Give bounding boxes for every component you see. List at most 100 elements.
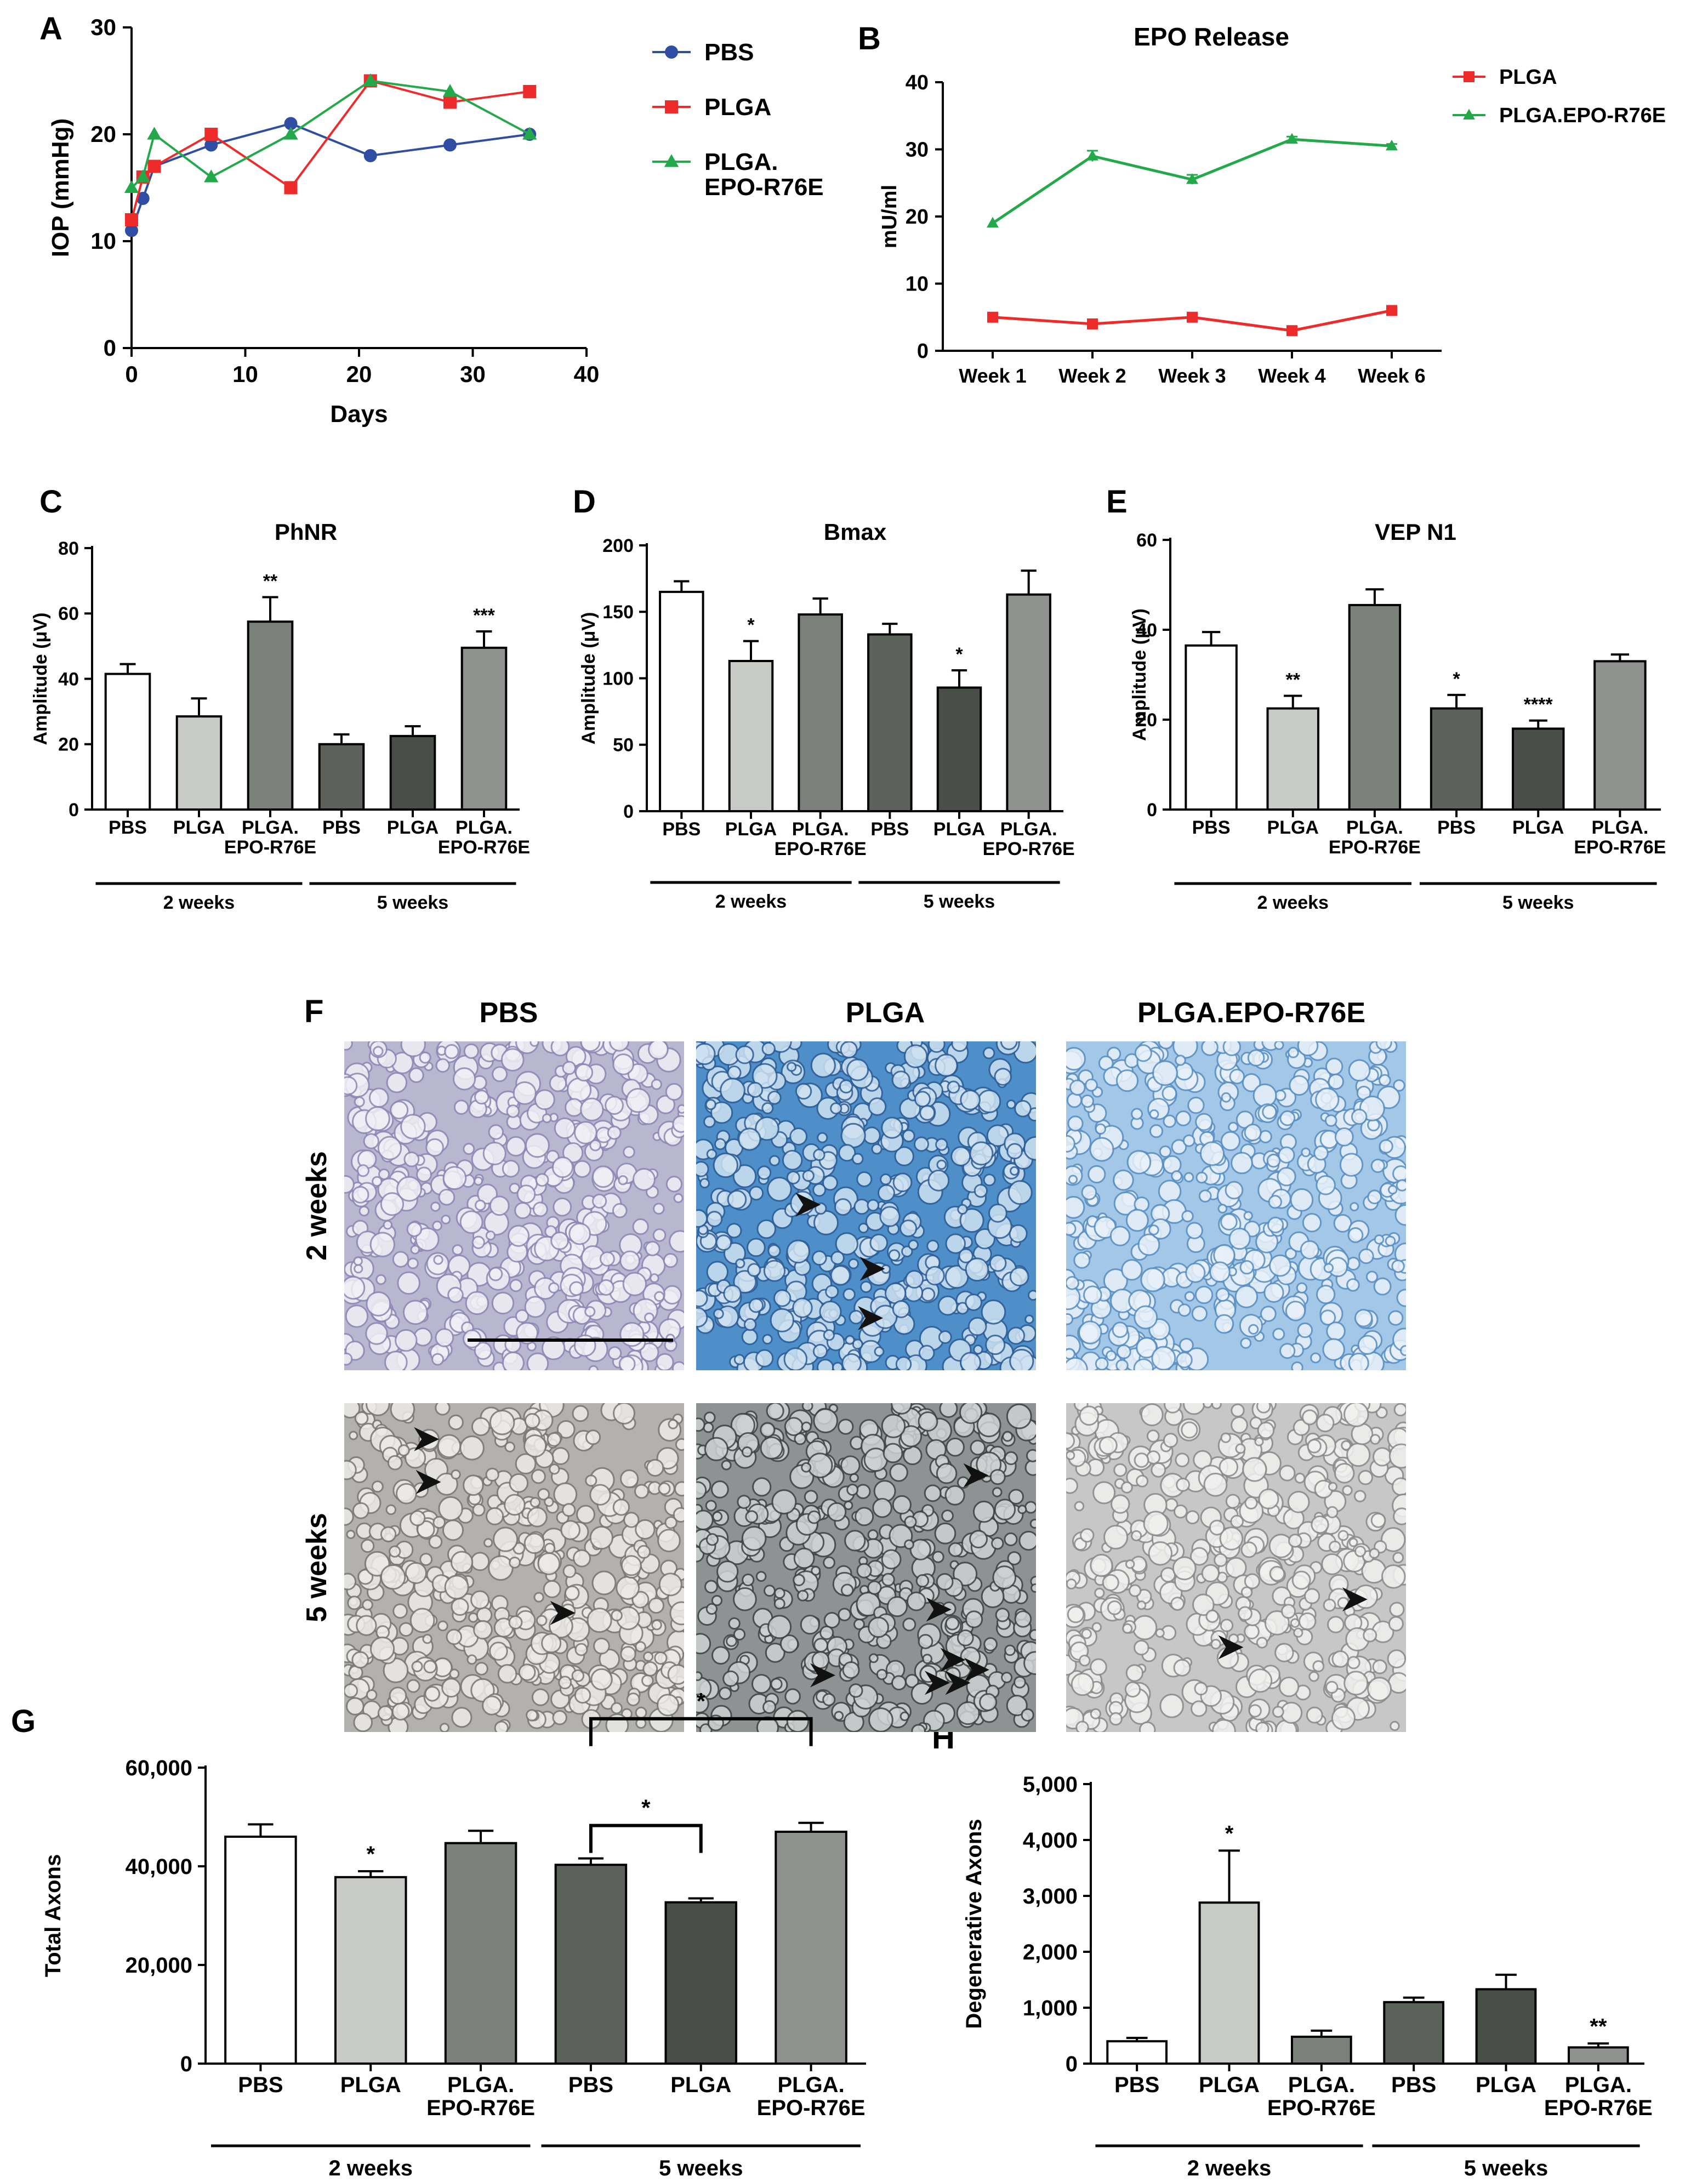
axon-profile	[834, 1198, 852, 1216]
x-tick-label: PLGA	[340, 2073, 401, 2097]
axon-profile	[786, 1710, 810, 1732]
axon-profile	[448, 1414, 464, 1431]
epo-release-line-chart: EPO Release 0 10 20 30 40 Week 1 Week 2 Week 3 We…	[878, 22, 1666, 387]
axon-profile	[1178, 1337, 1194, 1353]
axon-profile	[720, 1078, 745, 1104]
axon-profile	[553, 1197, 572, 1217]
axon-profile	[1007, 1326, 1026, 1345]
axon-profile	[1243, 1211, 1253, 1221]
axon-profile	[892, 1172, 913, 1193]
axon-profile	[1367, 1677, 1392, 1702]
axon-profile	[902, 1129, 915, 1143]
y-tick-label: 40,000	[126, 1855, 192, 1879]
axon-profile	[719, 1687, 732, 1700]
axon-profile	[1379, 1139, 1393, 1154]
axon-profile	[969, 1530, 988, 1548]
y-tick-label: 2,000	[1023, 1940, 1078, 1964]
axon-profile	[711, 1646, 730, 1665]
axon-profile	[532, 1201, 548, 1217]
axon-profile	[435, 1328, 454, 1347]
axon-profile	[1334, 1127, 1354, 1147]
axon-profile	[665, 1176, 683, 1193]
axon-profile	[1191, 1305, 1208, 1322]
data-point-plga	[204, 128, 218, 141]
axon-profile	[767, 1176, 792, 1202]
y-tick-label: 30	[90, 14, 116, 40]
axon-profile	[807, 1510, 821, 1524]
axon-profile	[842, 1661, 860, 1679]
axon-profile	[935, 1053, 958, 1077]
axon-profile	[1008, 1489, 1024, 1505]
axon-profile	[1285, 1301, 1306, 1321]
y-tick-label: 10	[906, 273, 929, 296]
axon-profile	[1228, 1227, 1251, 1250]
axon-profile	[377, 1136, 402, 1160]
axon-profile	[807, 1452, 833, 1479]
axon-profile	[1385, 1235, 1396, 1247]
x-tick-label: Week 2	[1058, 364, 1126, 387]
axon-profile	[743, 1318, 757, 1331]
group-label: 2 weeks	[1257, 892, 1329, 913]
axon-profile	[1085, 1078, 1098, 1092]
axon-profile	[534, 1089, 555, 1110]
axon-profile	[1024, 1459, 1036, 1476]
axon-profile	[872, 1497, 892, 1518]
bar	[1475, 1988, 1537, 2065]
axon-profile	[1211, 1403, 1222, 1410]
axon-profile	[482, 1141, 506, 1166]
axon-profile	[1066, 1450, 1075, 1460]
axon-profile	[1347, 1227, 1364, 1243]
axon-profile	[748, 1298, 764, 1313]
axon-profile	[1325, 1680, 1339, 1694]
axon-profile	[548, 1282, 560, 1294]
axon-profile	[1080, 1528, 1095, 1543]
axon-profile	[989, 1254, 1007, 1272]
axon-profile	[599, 1648, 620, 1670]
arrowhead-marker	[415, 1469, 441, 1494]
axon-profile	[727, 1066, 742, 1080]
axon-profile	[389, 1545, 401, 1558]
axon-profile	[1109, 1226, 1131, 1246]
axon-profile	[801, 1403, 813, 1412]
axon-profile	[886, 1596, 908, 1617]
axon-profile	[1075, 1720, 1089, 1732]
axon-profile	[1220, 1619, 1234, 1632]
axon-profile	[344, 1573, 357, 1591]
axon-profile	[871, 1143, 883, 1155]
x-tick-label: 10	[232, 361, 258, 387]
axon-profile	[855, 1507, 874, 1526]
axon-profile	[1173, 1504, 1188, 1519]
axon-profile	[883, 1443, 903, 1463]
axon-profile	[1220, 1131, 1241, 1152]
panel-label-a: A	[39, 11, 62, 47]
axon-profile	[703, 1115, 716, 1128]
axon-profile	[970, 1439, 986, 1456]
legend-marker-plga	[1464, 71, 1474, 82]
axon-profile	[390, 1403, 415, 1422]
axon-profile	[1006, 1695, 1028, 1717]
axon-profile	[664, 1516, 677, 1529]
axon-profile	[549, 1463, 560, 1475]
axon-profile	[1396, 1179, 1406, 1192]
axon-profile	[924, 1484, 942, 1502]
data-point-pbs	[363, 149, 377, 162]
axon-profile	[1066, 1275, 1079, 1290]
axon-profile	[344, 1275, 366, 1300]
axon-profile	[1029, 1518, 1036, 1529]
axon-profile	[1184, 1291, 1195, 1302]
axon-profile	[344, 1076, 358, 1096]
axon-profile	[945, 1233, 966, 1254]
axon-profile	[446, 1628, 463, 1645]
axon-profile	[899, 1425, 923, 1448]
y-tick-label: 1,000	[1023, 1996, 1078, 2020]
axon-profile	[1192, 1593, 1215, 1616]
axon-profile	[1301, 1409, 1318, 1426]
axon-profile	[800, 1614, 820, 1635]
axon-profile	[881, 1116, 903, 1139]
axon-profile	[537, 1552, 561, 1575]
y-tick-label: 0	[1147, 800, 1157, 821]
axon-profile	[416, 1166, 432, 1183]
axon-profile	[1231, 1416, 1248, 1434]
axon-profile	[1342, 1485, 1353, 1496]
micrograph-grid: PBS PLGA PLGA.EPO-R76E 2 weeks 5 weeks	[301, 997, 1406, 1732]
